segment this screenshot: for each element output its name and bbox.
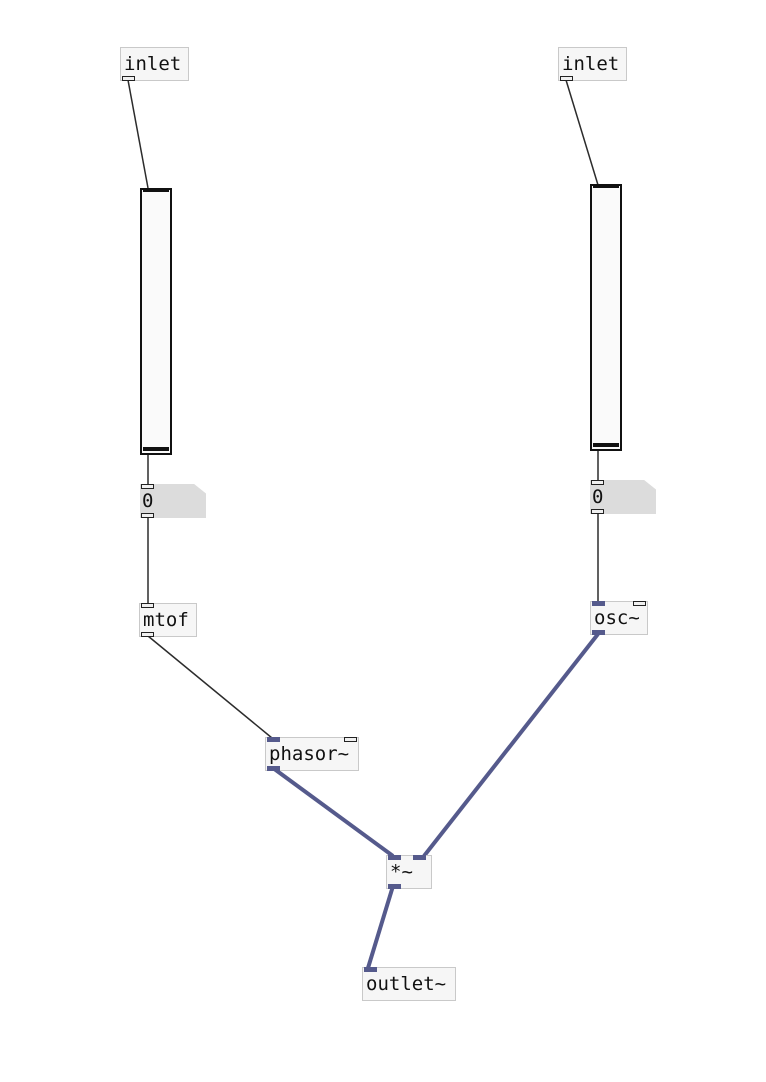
number-box-left[interactable]: 0	[140, 484, 206, 518]
mtof-inlet-port[interactable]	[141, 603, 154, 608]
inlet-left-object[interactable]: inlet	[120, 47, 189, 81]
mtof-outlet-port[interactable]	[141, 632, 154, 637]
number-box-right-inlet-port[interactable]	[591, 480, 604, 485]
wire-mtof-to-phasor[interactable]	[147, 635, 273, 739]
inlet-right-label: inlet	[562, 53, 620, 75]
vertical-slider-right[interactable]	[590, 184, 622, 451]
number-box-right[interactable]: 0	[590, 480, 656, 514]
multiply-label: *~	[390, 861, 413, 883]
phasor-object[interactable]: phasor~	[265, 737, 359, 771]
wire-multiply-to-outlet[interactable]	[366, 885, 395, 969]
slider-right-knob-bottom[interactable]	[593, 443, 619, 447]
multiply-outlet-port[interactable]	[388, 884, 401, 889]
number-box-left-value: 0	[142, 490, 154, 512]
inlet-right-outlet-port[interactable]	[560, 76, 573, 81]
vertical-slider-left[interactable]	[140, 188, 172, 455]
osc-signal-inlet-port[interactable]	[592, 601, 605, 606]
mtof-label: mtof	[143, 609, 189, 631]
inlet-left-label: inlet	[124, 53, 182, 75]
phasor-signal-inlet-port[interactable]	[267, 737, 280, 742]
number-box-left-inlet-port[interactable]	[141, 484, 154, 489]
wire-inlet-left-to-slider[interactable]	[127, 79, 149, 189]
phasor-control-inlet-port[interactable]	[344, 737, 357, 742]
number-box-right-value: 0	[592, 486, 604, 508]
slider-right-knob[interactable]	[593, 186, 619, 188]
osc-control-inlet-port[interactable]	[633, 601, 646, 606]
multiply-right-inlet-port[interactable]	[413, 855, 426, 860]
osc-signal-outlet-port[interactable]	[592, 630, 605, 635]
slider-left-knob-bottom[interactable]	[143, 447, 169, 451]
osc-object[interactable]: osc~	[590, 601, 648, 635]
outlet-signal-object[interactable]: outlet~	[362, 967, 456, 1001]
multiply-signal-object[interactable]: *~	[386, 855, 432, 889]
wire-osc-to-multiply[interactable]	[422, 632, 600, 858]
number-box-left-outlet-port[interactable]	[141, 513, 154, 518]
inlet-left-outlet-port[interactable]	[122, 76, 135, 81]
slider-left-knob[interactable]	[143, 190, 169, 192]
phasor-label: phasor~	[269, 743, 350, 765]
wire-phasor-to-multiply[interactable]	[271, 766, 395, 858]
wire-inlet-right-to-slider[interactable]	[565, 79, 599, 186]
number-box-right-outlet-port[interactable]	[591, 509, 604, 514]
osc-label: osc~	[594, 607, 640, 629]
outlet-signal-inlet-port[interactable]	[364, 967, 377, 972]
outlet-label: outlet~	[366, 973, 447, 995]
mtof-object[interactable]: mtof	[139, 603, 197, 637]
inlet-right-object[interactable]: inlet	[558, 47, 627, 81]
multiply-left-inlet-port[interactable]	[388, 855, 401, 860]
phasor-signal-outlet-port[interactable]	[267, 766, 280, 771]
